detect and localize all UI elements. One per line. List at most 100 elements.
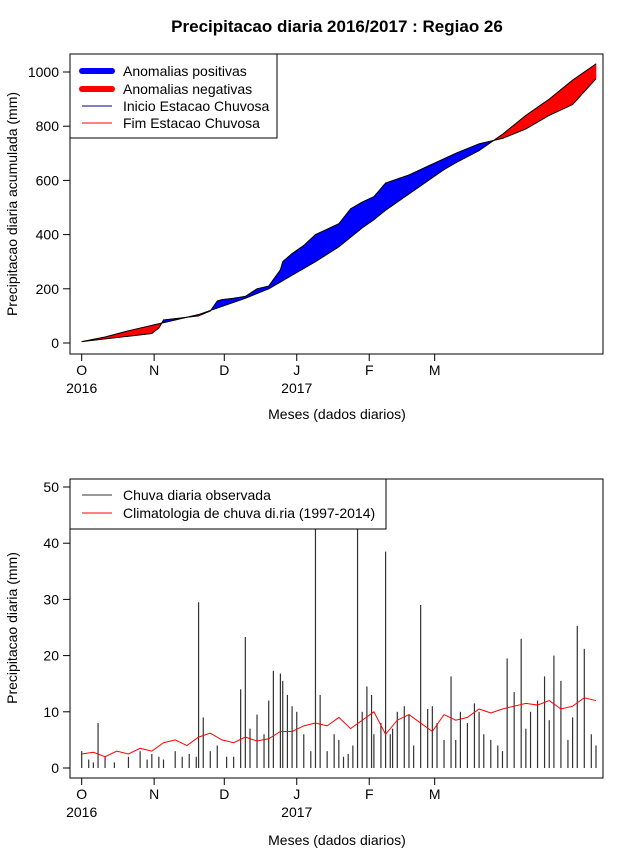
anomaly-positive-segment [284,256,288,280]
x-tick-label: D [219,362,229,378]
x-tick-label: O [76,786,87,802]
anomaly-positive-segment [294,249,298,275]
anomaly-positive-segment [413,171,417,192]
y-tick-label: 0 [51,760,59,776]
anomaly-positive-segment [361,200,365,229]
y-tick-label: 30 [43,591,59,607]
legend-label-inicio: Inicio Estacao Chuvosa [123,98,270,114]
observed-cumulative-line [81,78,597,343]
anomaly-positive-segment [368,197,372,224]
anomaly-negative-segment [551,94,555,115]
anomaly-positive-segment [354,204,358,235]
anomaly-positive-segment [432,162,435,179]
y-tick-label: 40 [43,535,59,551]
anomaly-positive-segment [394,178,398,205]
anomaly-positive-segment [380,185,384,215]
anomaly-positive-segment [364,199,368,227]
x-axis-label-top: Meses (dados diarios) [268,406,406,422]
y-tick-label: 600 [36,172,60,188]
panel-cumulative: 0 200 400 600 800 1000 O N D J F M 2016 2017 Precipi… [4,53,604,422]
x-tick-label: O [76,362,87,378]
x-tick-label: J [293,362,300,378]
x-year-label: 2017 [281,380,312,396]
x-tick-label: J [293,786,300,802]
x-tick-label: F [365,786,374,802]
y-tick-label: 10 [43,704,59,720]
anomaly-positive-segment [350,206,354,238]
anomaly-positive-segment [378,187,382,217]
y-axis-label-bottom: Precipitacao diaria (mm) [4,552,20,704]
anomaly-positive-segment [322,229,326,258]
anomaly-positive-segment [338,219,342,248]
anomaly-positive-segment [373,193,377,221]
anomaly-negative-segment [135,328,139,336]
anomaly-positive-segment [291,251,295,276]
anomaly-negative-segment [525,113,529,130]
chart-title: Precipitacao diaria 2016/2017 : Regiao 2… [171,17,503,36]
x-tick-label: N [149,786,159,802]
anomaly-positive-segment [392,179,396,206]
y-axis-bottom: 0 10 20 30 40 50 [43,479,71,776]
panel-daily: 0 10 20 30 40 50 O N D J F M 2016 2017 Precipitacao … [4,478,604,848]
y-tick-label: 400 [36,227,60,243]
y-tick-label: 200 [36,281,60,297]
y-axis-label-top: Precipitacao diaria acumulada (mm) [4,92,20,316]
anomaly-positive-segment [408,173,412,195]
x-tick-label: M [429,362,441,378]
anomaly-positive-segment [425,165,428,184]
x-tick-label: D [219,786,229,802]
anomaly-positive-segment [296,248,300,274]
anomaly-negative-segment [546,98,550,118]
y-axis-top: 0 200 400 600 800 1000 [28,64,71,351]
anomaly-positive-segment [308,238,312,267]
legend-box-bottom [69,478,387,530]
anomaly-positive-segment [366,198,370,226]
legend-label-negative: Anomalias negativas [123,81,252,97]
anomaly-negative-segment [560,87,564,111]
anomaly-positive-segment [357,202,361,233]
anomaly-positive-segment [396,177,400,203]
anomaly-positive-segment [287,254,291,279]
anomaly-positive-segment [401,176,405,200]
x-axis-label-bottom: Meses (dados diarios) [268,832,406,848]
legend-label-observed: Chuva diaria observada [123,487,271,503]
anomaly-positive-segment [429,163,433,180]
anomaly-positive-segment [371,196,375,222]
anomaly-negative-segment [567,81,571,108]
anomaly-positive-segment [387,181,391,210]
anomaly-negative-segment [149,325,153,335]
anomaly-positive-segment [303,242,307,269]
anomaly-positive-segment [385,181,389,211]
anomaly-negative-segment [565,83,569,109]
anomaly-positive-segment [403,175,407,198]
anomaly-positive-segment [282,259,286,282]
x-year-label: 2017 [281,804,312,820]
anomaly-positive-segment [399,176,403,202]
x-tick-label: F [365,362,374,378]
anomaly-negative-segment [137,327,141,336]
anomaly-positive-segment [326,227,330,255]
anomaly-positive-segment [420,168,424,187]
anomaly-negative-segment [532,108,536,126]
anomaly-negative-segment [572,77,576,106]
anomaly-negative-segment [576,74,580,101]
climatology-daily-line [81,697,597,758]
anomaly-positive-segment [331,225,335,252]
anomaly-positive-segment [359,201,363,231]
anomaly-positive-segment [298,246,302,272]
anomaly-negative-segment [142,326,146,335]
y-tick-label: 50 [43,479,59,495]
anomaly-negative-segment [144,326,148,335]
anomaly-negative-segment [548,96,552,116]
x-axis-bottom: O N D J F M 2016 2017 [66,777,441,820]
anomaly-negative-segment [579,73,583,98]
anomaly-negative-segment [558,88,562,112]
anomaly-negative-segment [555,90,559,113]
anomaly-negative-segment [569,79,573,107]
anomaly-positive-segment [289,252,293,278]
anomaly-positive-segment [333,224,337,251]
anomaly-positive-segment [436,160,440,176]
anomaly-negative-segment [539,103,543,122]
anomaly-negative-segment [530,109,534,127]
anomaly-positive-segment [315,233,319,263]
